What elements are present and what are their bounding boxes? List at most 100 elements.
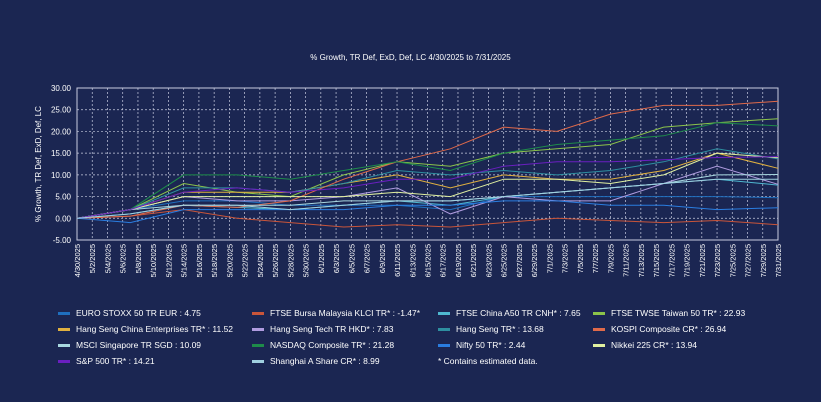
legend-item[interactable]: EURO STOXX 50 TR EUR : 4.75 <box>58 307 252 319</box>
legend-swatch <box>438 311 450 315</box>
x-tick-label: 6/11/2025 <box>393 244 402 277</box>
legend-swatch <box>593 343 605 347</box>
legend-item[interactable]: KOSPI Composite CR* : 26.94 <box>593 323 793 335</box>
x-tick-label: 7/19/2025 <box>683 244 692 277</box>
x-tick-label: 7/9/2025 <box>606 244 615 273</box>
series-line <box>76 118 779 219</box>
x-tick-label: 6/7/2025 <box>363 244 372 273</box>
legend-label: NASDAQ Composite TR* : 21.28 <box>270 340 395 350</box>
legend-label: Hang Seng China Enterprises TR* : 11.52 <box>76 324 234 334</box>
y-tick-label: 0.00 <box>55 214 71 223</box>
legend-label: Hang Seng Tech TR HKD* : 7.83 <box>270 324 394 334</box>
x-tick-label: 7/25/2025 <box>728 244 737 277</box>
x-tick-label: 6/23/2025 <box>484 244 493 277</box>
x-tick-label: 6/21/2025 <box>469 244 478 277</box>
x-tick-label: 5/10/2025 <box>149 244 158 277</box>
legend-swatch <box>438 327 450 331</box>
series-line <box>76 122 779 219</box>
legend-label: FTSE China A50 TR CNH* : 7.65 <box>456 308 581 318</box>
legend-label: S&P 500 TR* : 14.21 <box>76 356 155 366</box>
chart-title: % Growth, TR Def, ExD, Def, LC 4/30/2025… <box>310 53 511 62</box>
legend-item[interactable]: Hang Seng TR* : 13.68 <box>438 323 593 335</box>
legend-swatch <box>58 359 70 363</box>
legend-swatch <box>252 311 264 315</box>
x-tick-label: 6/19/2025 <box>454 244 463 277</box>
legend-item[interactable]: FTSE China A50 TR CNH* : 7.65 <box>438 307 593 319</box>
legend-swatch <box>58 311 70 315</box>
legend-label: FTSE Bursa Malaysia KLCI TR* : -1.47* <box>270 308 421 318</box>
series-line <box>76 152 779 219</box>
x-tick-label: 6/9/2025 <box>378 244 387 273</box>
x-tick-label: 7/1/2025 <box>545 244 554 273</box>
x-tick-label: 5/24/2025 <box>256 244 265 277</box>
legend-label: Nikkei 225 CR* : 13.94 <box>611 340 697 350</box>
x-tick-label: 7/27/2025 <box>744 244 753 277</box>
legend-label: MSCI Singapore TR SGD : 10.09 <box>76 340 202 350</box>
x-tick-label: 6/29/2025 <box>530 244 539 277</box>
x-tick-label: 6/17/2025 <box>439 244 448 277</box>
series-line <box>76 209 779 228</box>
legend-swatch <box>438 343 450 347</box>
x-tick-label: 7/3/2025 <box>561 244 570 273</box>
x-tick-label: 6/13/2025 <box>408 244 417 277</box>
x-tick-label: 7/13/2025 <box>637 244 646 277</box>
x-tick-label: 7/31/2025 <box>774 244 783 277</box>
y-tick-label: 25.00 <box>51 106 72 115</box>
legend-item[interactable]: Hang Seng China Enterprises TR* : 11.52 <box>58 323 252 335</box>
legend-swatch <box>58 343 70 347</box>
x-tick-label: 7/29/2025 <box>759 244 768 277</box>
legend-label: FTSE TWSE Taiwan 50 TR* : 22.93 <box>611 308 746 318</box>
x-tick-label: 6/3/2025 <box>332 244 341 273</box>
x-tick-label: 6/27/2025 <box>515 244 524 277</box>
legend-swatch <box>252 343 264 347</box>
legend-label: Shanghai A Share CR* : 8.99 <box>270 356 380 366</box>
x-tick-label: 7/17/2025 <box>667 244 676 277</box>
x-tick-label: 5/28/2025 <box>286 244 295 277</box>
x-tick-label: 7/5/2025 <box>576 244 585 273</box>
legend-label: KOSPI Composite CR* : 26.94 <box>611 324 727 334</box>
x-tick-label: 7/23/2025 <box>713 244 722 277</box>
x-tick-label: 5/26/2025 <box>271 244 280 277</box>
legend-item[interactable]: MSCI Singapore TR SGD : 10.09 <box>58 339 252 351</box>
legend-item[interactable]: Nifty 50 TR* : 2.44 <box>438 339 593 351</box>
x-tick-label: 6/15/2025 <box>424 244 433 277</box>
y-tick-label: -5.00 <box>53 236 72 245</box>
legend: EURO STOXX 50 TR EUR : 4.75 FTSE Bursa Ma… <box>58 307 793 367</box>
y-tick-label: 5.00 <box>55 193 71 202</box>
series-line <box>76 196 779 219</box>
x-tick-label: 6/1/2025 <box>317 244 326 273</box>
legend-swatch <box>252 327 264 331</box>
series-line <box>76 152 779 219</box>
y-tick-label: 10.00 <box>51 171 72 180</box>
legend-item[interactable]: FTSE TWSE Taiwan 50 TR* : 22.93 <box>593 307 793 319</box>
legend-item[interactable]: S&P 500 TR* : 14.21 <box>58 355 252 367</box>
x-tick-label: 5/12/2025 <box>164 244 173 277</box>
legend-swatch <box>58 327 70 331</box>
legend-swatch <box>593 327 605 331</box>
legend-item[interactable]: Hang Seng Tech TR HKD* : 7.83 <box>252 323 438 335</box>
x-tick-label: 6/25/2025 <box>500 244 509 277</box>
x-tick-label: 5/4/2025 <box>103 244 112 273</box>
legend-label: Nifty 50 TR* : 2.44 <box>456 340 526 350</box>
series-line <box>76 156 779 219</box>
legend-item[interactable]: NASDAQ Composite TR* : 21.28 <box>252 339 438 351</box>
legend-label: Hang Seng TR* : 13.68 <box>456 324 544 334</box>
x-tick-label: 5/16/2025 <box>195 244 204 277</box>
x-tick-label: 5/2/2025 <box>88 244 97 273</box>
x-tick-label: 5/20/2025 <box>225 244 234 277</box>
x-tick-label: 5/14/2025 <box>180 244 189 277</box>
line-chart: 30.00 25.00 20.00 15.00 10.00 5.00 0.00 -5.004/… <box>34 84 783 277</box>
x-tick-label: 6/5/2025 <box>347 244 356 273</box>
estimated-data-note: * Contains estimated data. <box>438 356 538 366</box>
x-tick-label: 5/6/2025 <box>119 244 128 273</box>
y-tick-label: 20.00 <box>51 127 72 136</box>
x-tick-label: 7/11/2025 <box>622 244 631 277</box>
legend-swatch <box>593 311 605 315</box>
legend-item[interactable]: Nikkei 225 CR* : 13.94 <box>593 339 793 351</box>
legend-swatch <box>252 359 264 363</box>
legend-item[interactable]: FTSE Bursa Malaysia KLCI TR* : -1.47* <box>252 307 438 319</box>
y-tick-label: 15.00 <box>51 149 72 158</box>
series-line <box>76 178 778 219</box>
legend-label: EURO STOXX 50 TR EUR : 4.75 <box>76 308 201 318</box>
legend-item[interactable]: Shanghai A Share CR* : 8.99 <box>252 355 438 367</box>
